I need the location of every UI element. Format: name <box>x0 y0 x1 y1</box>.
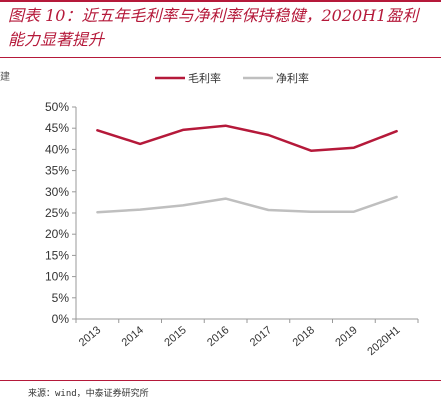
y-tick-label: 10% <box>45 270 69 284</box>
footer-rule <box>0 380 441 381</box>
x-tick-label: 2020H1 <box>365 324 402 358</box>
x-tick-label: 2018 <box>291 324 317 349</box>
cropped-edge-text: 建 <box>0 72 10 83</box>
line-chart: 毛利率 净利率 0% 5% 10% 15% 20% 25% 30% 35% 40% 45% 50% 2… <box>45 71 419 358</box>
series-lines <box>96 124 398 214</box>
x-tick-label: 2014 <box>120 324 146 349</box>
source-note: 来源：wind，中泰证券研究所 <box>28 389 149 399</box>
series-line-0 <box>96 124 398 152</box>
y-tick-label: 35% <box>45 164 69 178</box>
y-tick-label: 30% <box>45 185 69 199</box>
x-tick-label: 2013 <box>77 324 103 349</box>
y-tick-label: 50% <box>45 100 69 114</box>
y-tick-label: 45% <box>45 121 69 135</box>
top-rule <box>0 0 441 2</box>
x-tick-label: 2019 <box>333 324 359 349</box>
x-axis: 2013 2014 2015 2016 2017 2018 2019 2020H1 <box>75 318 419 358</box>
title-rule <box>0 57 441 58</box>
y-tick-label: 15% <box>45 248 69 262</box>
x-tick-label: 2015 <box>162 324 188 349</box>
y-tick-label: 25% <box>45 206 69 220</box>
y-tick-label: 5% <box>52 291 70 305</box>
legend-label-0: 毛利率 <box>188 71 221 85</box>
legend-label-1: 净利率 <box>276 71 309 85</box>
x-tick-label: 2017 <box>248 324 274 349</box>
chart-legend: 毛利率 净利率 <box>155 71 309 85</box>
series-line-1 <box>96 195 398 214</box>
x-tick-label: 2016 <box>205 324 231 349</box>
y-axis: 0% 5% 10% 15% 20% 25% 30% 35% 40% 45% 50% <box>45 100 77 326</box>
figure-title: 图表 10：近五年毛利率与净利率保持稳健，2020H1盈利能力显著提升 <box>8 6 419 49</box>
y-tick-label: 0% <box>52 312 70 326</box>
y-tick-label: 40% <box>45 142 69 156</box>
y-tick-label: 20% <box>45 227 69 241</box>
